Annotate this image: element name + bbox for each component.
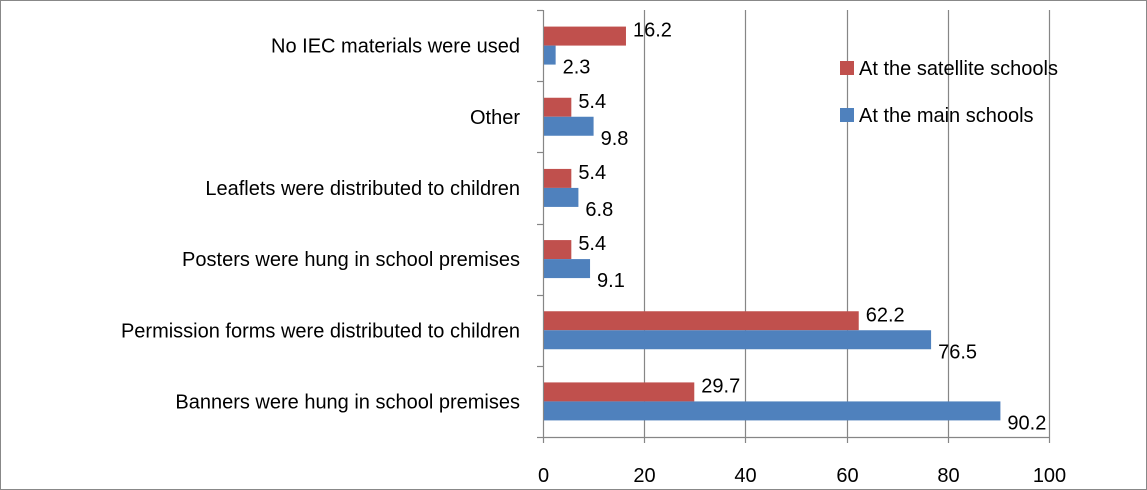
data-label-satellite-3: 5.4 [578, 233, 606, 255]
bar-satellite-0 [544, 26, 626, 46]
bar-satellite-2 [544, 168, 572, 188]
x-tick-label-80: 80 [937, 465, 959, 487]
axes [537, 9, 1051, 443]
data-label-satellite-2: 5.4 [578, 162, 606, 184]
data-label-main-4: 76.5 [938, 341, 977, 363]
labels: 0 20 40 60 80 100 No IEC materials were used 16… [121, 20, 1066, 487]
category-label-2: Leaflets were distributed to children [205, 178, 520, 200]
data-label-main-3: 9.1 [597, 270, 625, 292]
category-label-0: No IEC materials were used [271, 36, 520, 58]
bar-main-2 [544, 187, 579, 207]
bar-main-4 [544, 330, 932, 350]
bar-main-0 [544, 45, 556, 65]
x-tick-label-60: 60 [836, 465, 858, 487]
bar-main-1 [544, 116, 594, 136]
data-label-satellite-0: 16.2 [633, 20, 672, 42]
bars [544, 26, 1001, 421]
bar-main-3 [544, 259, 591, 279]
x-tick-label-20: 20 [633, 465, 655, 487]
data-label-satellite-1: 5.4 [578, 91, 606, 113]
data-label-main-5: 90.2 [1007, 412, 1046, 434]
x-tick-label-40: 40 [734, 465, 756, 487]
data-label-satellite-4: 62.2 [866, 304, 905, 326]
gridlines [643, 10, 1051, 437]
category-label-3: Posters were hung in school premises [182, 249, 520, 271]
data-label-satellite-5: 29.7 [701, 375, 740, 397]
bar-main-5 [544, 401, 1001, 421]
data-label-main-2: 6.8 [585, 199, 613, 221]
category-label-1: Other [470, 107, 520, 129]
category-label-4: Permission forms were distributed to chi… [121, 320, 520, 342]
data-label-main-1: 9.8 [601, 128, 629, 150]
bar-satellite-3 [544, 240, 572, 260]
bar-satellite-4 [544, 311, 859, 331]
legend-label-1: At the main schools [859, 105, 1034, 127]
x-tick-label-100: 100 [1033, 465, 1066, 487]
legend-label-0: At the satellite schools [859, 58, 1058, 80]
legend: At the satellite schools At the main scho… [840, 58, 1058, 127]
category-label-5: Banners were hung in school premises [175, 391, 520, 413]
data-label-main-0: 2.3 [563, 57, 591, 79]
legend-swatch-1 [840, 108, 854, 122]
x-tick-label-0: 0 [538, 465, 549, 487]
legend-swatch-0 [840, 61, 854, 75]
bar-satellite-5 [544, 382, 695, 402]
bar-satellite-1 [544, 97, 572, 117]
